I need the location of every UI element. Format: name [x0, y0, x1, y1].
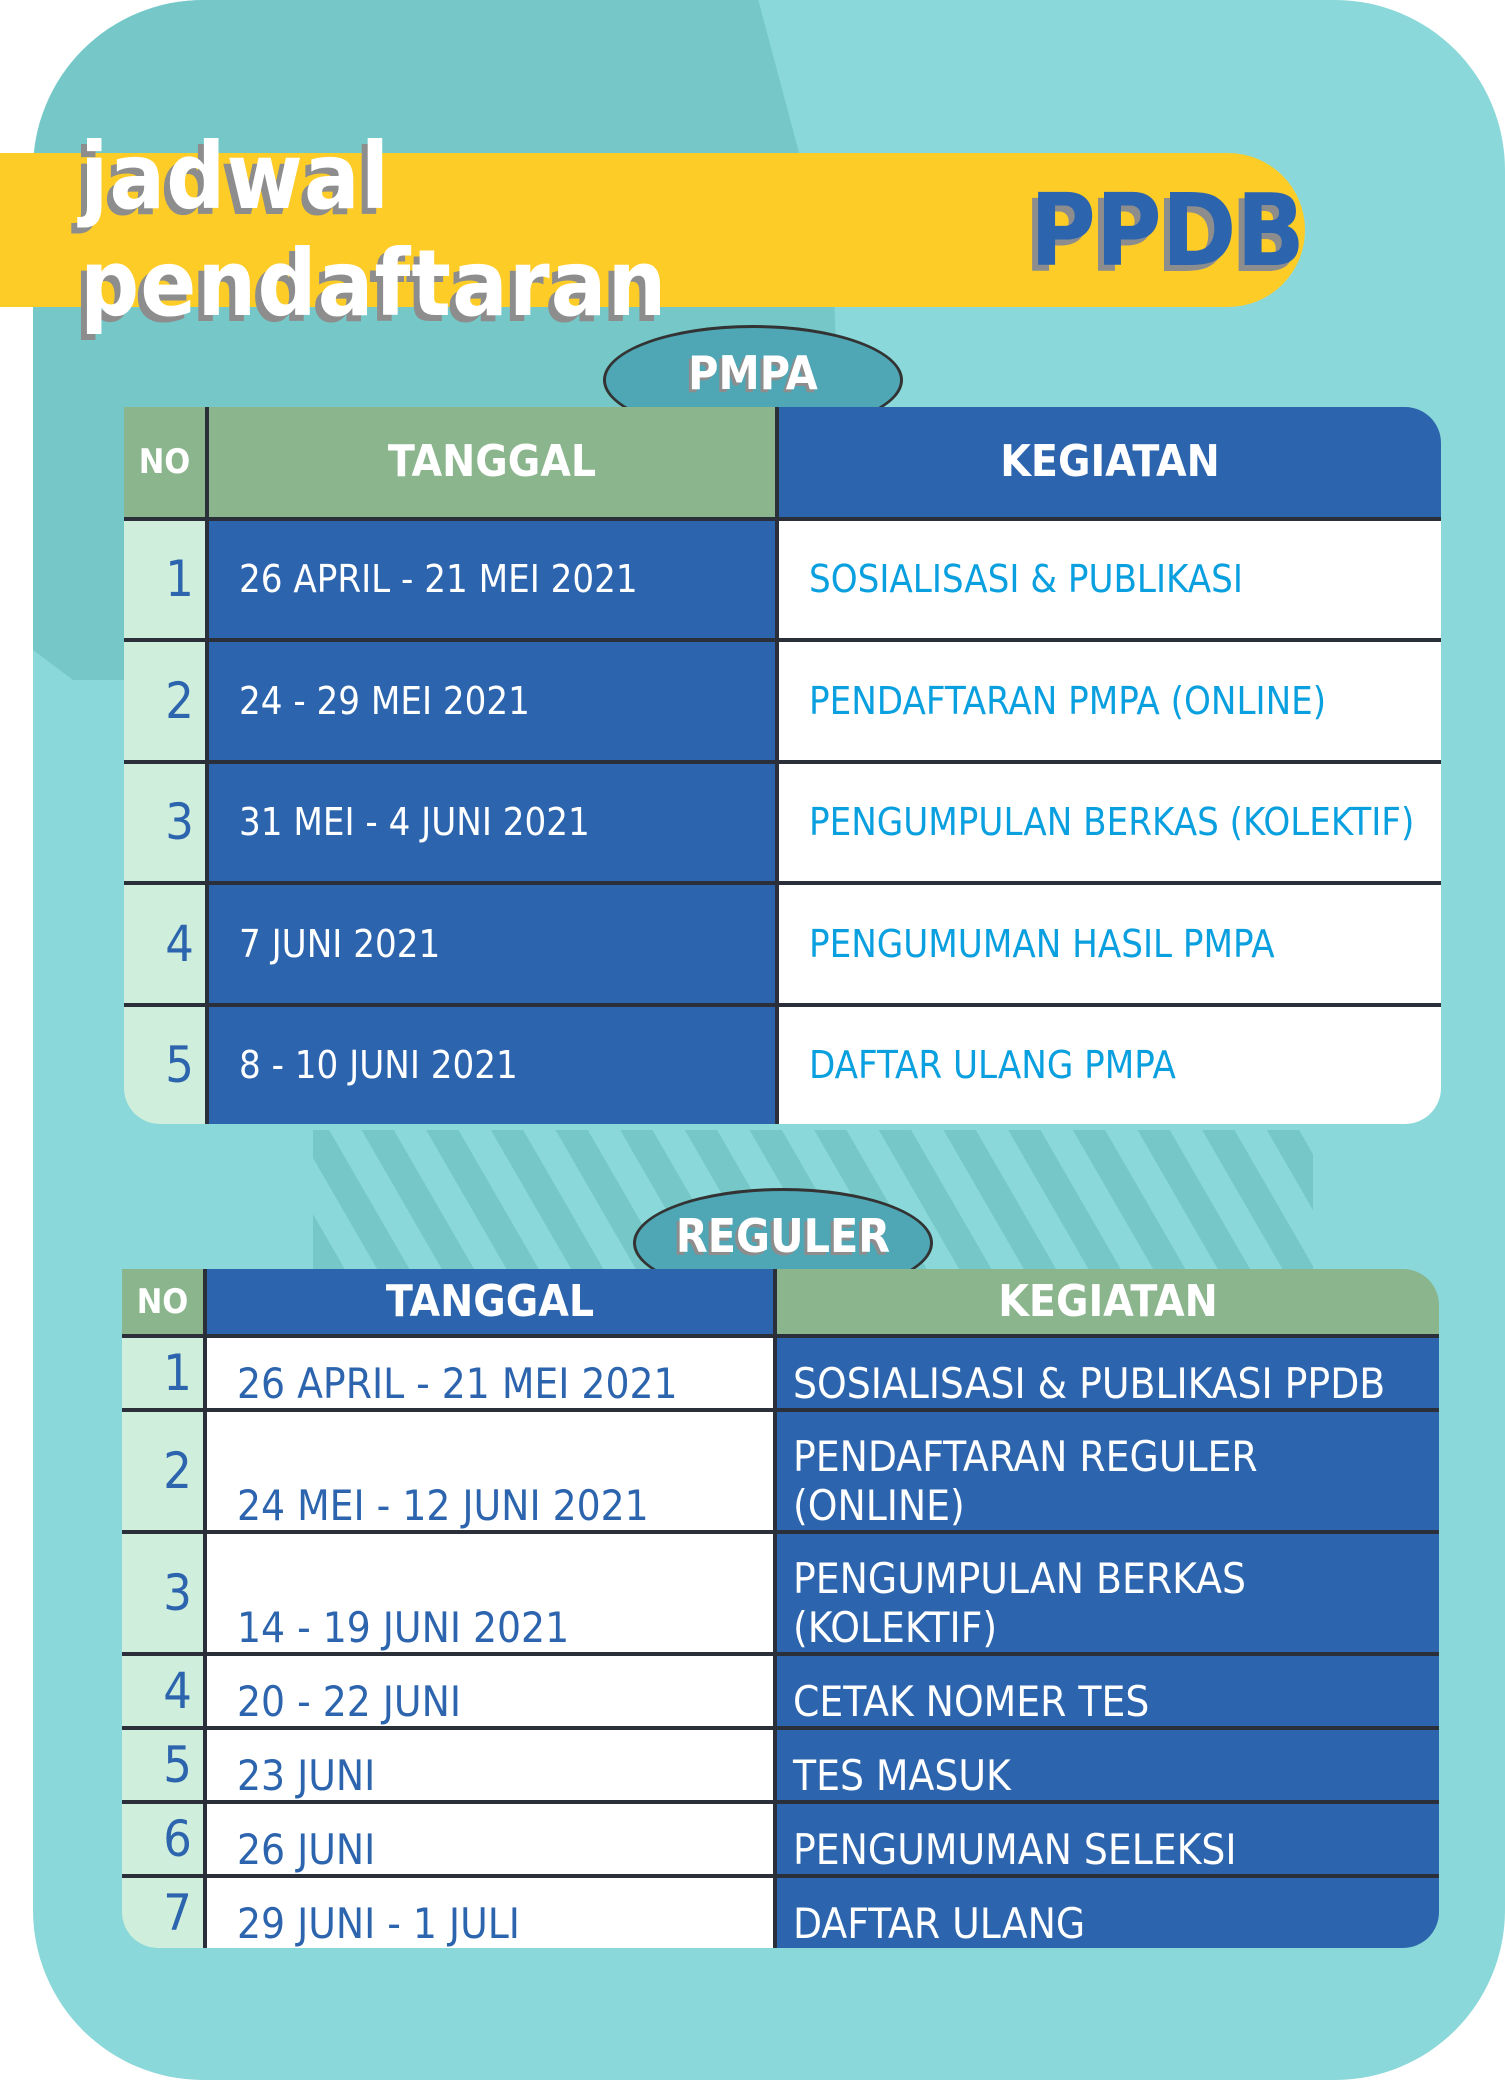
cell-activity: PENGUMPULAN BERKAS (KOLEKTIF)	[773, 1530, 1439, 1656]
page-title-accent: PPDB	[1029, 171, 1305, 289]
cell-activity: TES MASUK	[773, 1725, 1439, 1804]
cell-activity: PENDAFTARAN PMPA (ONLINE)	[775, 638, 1441, 764]
cell-date: 26 APRIL - 21 MEI 2021	[203, 1334, 777, 1413]
cell-activity: PENGUMPULAN BERKAS (KOLEKTIF)	[775, 759, 1441, 886]
cell-no: 5	[124, 1002, 209, 1124]
pmpa-schedule-table: NO TANGGAL KEGIATAN 1 26 APRIL - 21 MEI 2…	[120, 403, 1445, 1128]
cell-no: 6	[122, 1799, 207, 1878]
cell-date: 8 - 10 JUNI 2021	[205, 1002, 779, 1124]
table-row: 3 31 MEI - 4 JUNI 2021 PENGUMPULAN BERKAS …	[124, 759, 1441, 886]
cell-date: 26 APRIL - 21 MEI 2021	[205, 516, 779, 643]
cell-no: 2	[122, 1408, 207, 1535]
cell-activity: DAFTAR ULANG PMPA	[775, 1002, 1441, 1124]
table-row: 2 24 - 29 MEI 2021 PENDAFTARAN PMPA (ONLIN…	[124, 638, 1441, 764]
table-row: 3 14 - 19 JUNI 2021 PENGUMPULAN BERKAS (KO…	[122, 1530, 1439, 1656]
cell-no: 4	[124, 881, 209, 1007]
table-row: 1 26 APRIL - 21 MEI 2021 SOSIALISASI & PUB…	[124, 516, 1441, 643]
cell-date: 7 JUNI 2021	[205, 881, 779, 1007]
cell-date: 23 JUNI	[203, 1725, 777, 1804]
header-activity: KEGIATAN	[773, 1269, 1439, 1339]
table-row: 1 26 APRIL - 21 MEI 2021 SOSIALISASI & PUB…	[122, 1334, 1439, 1413]
cell-date: 31 MEI - 4 JUNI 2021	[205, 759, 779, 886]
table-row: 4 20 - 22 JUNI CETAK NOMER TES	[122, 1651, 1439, 1730]
header-date: TANGGAL	[203, 1269, 777, 1339]
cell-date: 14 - 19 JUNI 2021	[203, 1530, 777, 1656]
table-row: 6 26 JUNI PENGUMUMAN SELEKSI	[122, 1799, 1439, 1878]
cell-date: 26 JUNI	[203, 1799, 777, 1878]
cell-no: 3	[124, 759, 209, 886]
cell-date: 20 - 22 JUNI	[203, 1651, 777, 1730]
cell-activity: PENGUMUMAN HASIL PMPA	[775, 881, 1441, 1007]
cell-activity: PENGUMUMAN SELEKSI	[773, 1799, 1439, 1878]
reguler-label: REGULER	[675, 1209, 891, 1263]
cell-date: 24 MEI - 12 JUNI 2021	[203, 1408, 777, 1535]
cell-activity: DAFTAR ULANG	[773, 1873, 1439, 1948]
header-date: TANGGAL	[205, 407, 779, 521]
page-title: jadwal pendaftaran	[80, 123, 668, 337]
header-no: NO	[124, 407, 209, 521]
header-activity: KEGIATAN	[775, 407, 1441, 521]
cell-no: 2	[124, 638, 209, 764]
title-banner: jadwal pendaftaran PPDB	[0, 123, 1305, 337]
cell-no: 5	[122, 1725, 207, 1804]
cell-no: 7	[122, 1873, 207, 1948]
cell-date: 29 JUNI - 1 JULI	[203, 1873, 777, 1948]
cell-no: 1	[124, 516, 209, 643]
table-row: 2 24 MEI - 12 JUNI 2021 PENDAFTARAN REGULE…	[122, 1408, 1439, 1535]
table-row: 5 23 JUNI TES MASUK	[122, 1725, 1439, 1804]
cell-activity: PENDAFTARAN REGULER (ONLINE)	[773, 1408, 1439, 1535]
table-row: 7 29 JUNI - 1 JULI DAFTAR ULANG	[122, 1873, 1439, 1948]
cell-activity: SOSIALISASI & PUBLIKASI	[775, 516, 1441, 643]
cell-no: 3	[122, 1530, 207, 1656]
cell-no: 1	[122, 1334, 207, 1413]
header-no: NO	[122, 1269, 207, 1339]
cell-activity: CETAK NOMER TES	[773, 1651, 1439, 1730]
pmpa-label: PMPA	[688, 346, 818, 400]
reguler-schedule-table: NO TANGGAL KEGIATAN 1 26 APRIL - 21 MEI 2…	[118, 1265, 1443, 1952]
cell-no: 4	[122, 1651, 207, 1730]
table-header: NO TANGGAL KEGIATAN	[122, 1269, 1439, 1339]
cell-date: 24 - 29 MEI 2021	[205, 638, 779, 764]
table-header: NO TANGGAL KEGIATAN	[124, 407, 1441, 521]
cell-activity: SOSIALISASI & PUBLIKASI PPDB	[773, 1334, 1439, 1413]
